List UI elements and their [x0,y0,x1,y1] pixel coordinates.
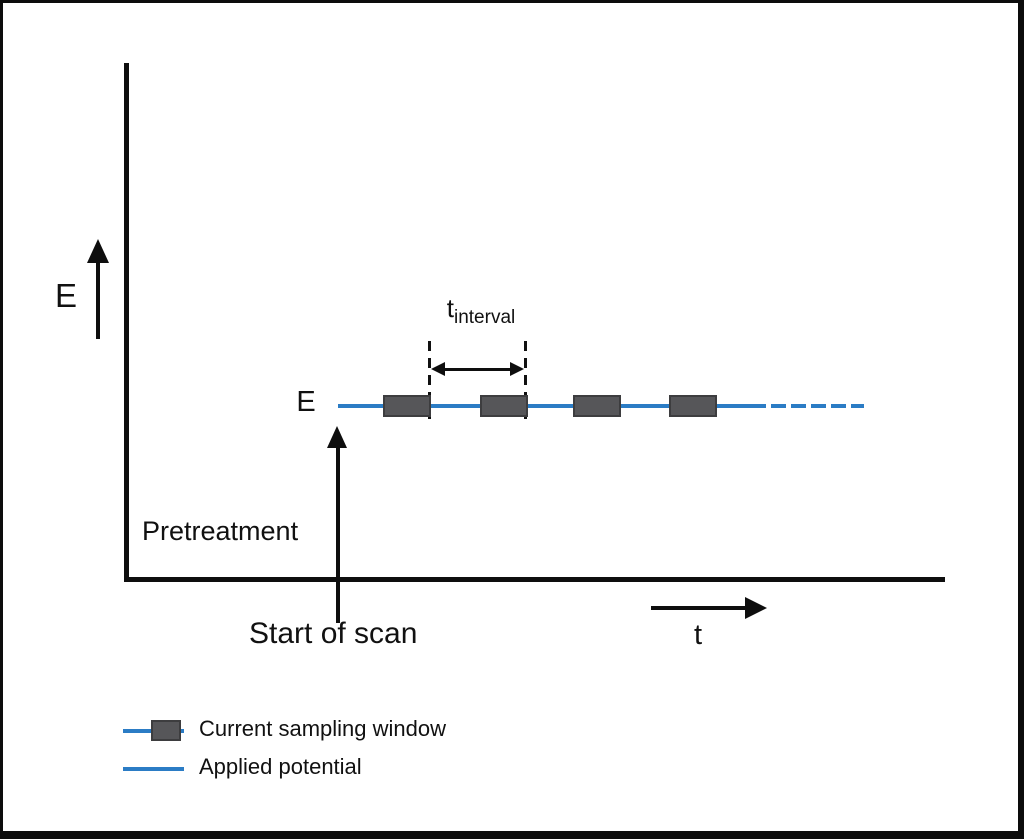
interval-label-base: t [446,293,454,323]
applied-potential-line [338,404,766,408]
up-arrow-icon [96,259,100,339]
interval-arrow-left-head-icon [431,362,445,376]
interval-guide-line-left [428,341,431,419]
pretreatment-label: Pretreatment [142,516,299,546]
x-axis-line [124,577,945,582]
legend-item-applied-potential: Applied potential [199,754,362,779]
x-axis-label: t [693,619,703,651]
legend-sampling-window-box-swatch [151,720,181,741]
legend-applied-potential-line-swatch [123,767,184,771]
up-arrow-head-icon [87,239,109,263]
start-of-scan-arrow-line [336,446,340,623]
start-of-scan-label: Start of scan [249,617,418,650]
interval-guide-line-right [524,341,527,419]
sampling-window-2 [480,395,528,417]
y-axis-label: E [54,277,77,314]
interval-label: tinterval [411,293,551,328]
sampling-window-1 [383,395,431,417]
interval-arrow-line [441,368,514,371]
time-arrow-line [651,606,746,610]
y-axis-line [124,63,129,582]
legend-item-current-sampling-window: Current sampling window [199,716,446,741]
sampling-window-3 [573,395,621,417]
applied-potential-level-label: E [296,386,316,418]
start-of-scan-arrow-head-icon [327,426,347,448]
applied-potential-line-dashed-tail [771,404,864,408]
interval-arrow-right-head-icon [510,362,524,376]
interval-label-subscript: interval [453,307,516,328]
sampling-window-4 [669,395,717,417]
time-arrow-head-icon [745,597,767,619]
